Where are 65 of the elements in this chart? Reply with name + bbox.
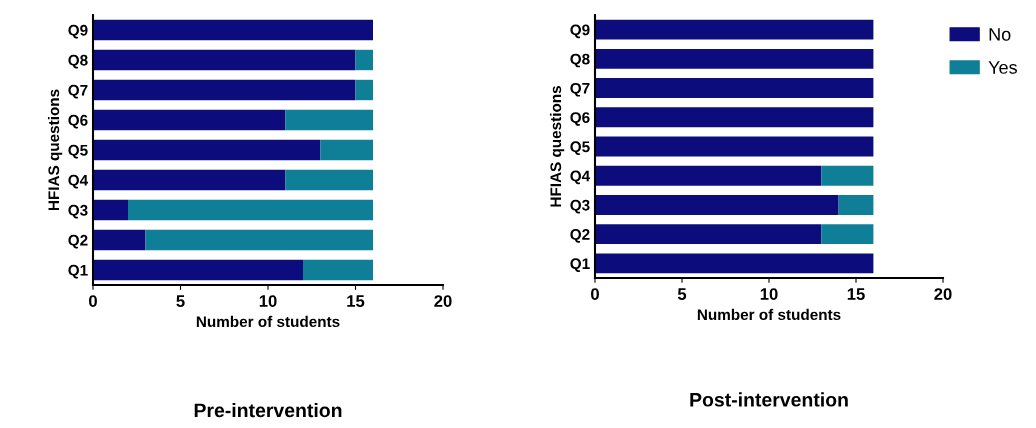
y-tick-label: Q9 <box>68 24 88 39</box>
y-tick-label: Q6 <box>68 114 88 129</box>
bar <box>595 107 874 128</box>
bar <box>595 48 874 69</box>
x-tick-label: 15 <box>347 295 365 307</box>
text: Post-intervention <box>690 392 848 407</box>
y-tick-label: Q6 <box>570 112 590 126</box>
y-tick-label: Q2 <box>68 234 88 249</box>
y-axis-title: HFIAS questions <box>47 89 63 211</box>
y-tick-label: Q9 <box>570 24 590 39</box>
x-axis-title: Number of students <box>697 308 841 321</box>
bar <box>93 259 303 281</box>
y-tick-label: Q8 <box>570 53 590 68</box>
bar <box>93 19 373 41</box>
bar <box>595 136 874 157</box>
bar <box>145 229 373 251</box>
bar <box>595 195 839 215</box>
legend-label: Yes <box>988 61 1017 74</box>
bar <box>595 78 874 98</box>
legend-label: No <box>989 28 1011 41</box>
y-tick-label: Q3 <box>570 199 590 214</box>
bar <box>93 79 356 101</box>
y-tick-label: Q3 <box>68 204 88 219</box>
bar <box>320 139 373 161</box>
y-tick-label: Q1 <box>570 258 590 272</box>
x-tick-label: 5 <box>176 295 185 307</box>
bar <box>93 229 146 251</box>
x-tick-label: 10 <box>259 295 277 307</box>
y-tick-label: Q7 <box>68 84 88 99</box>
bar <box>128 199 373 221</box>
x-tick-label: 0 <box>89 295 97 307</box>
bar <box>93 139 321 161</box>
x-tick-label: 20 <box>934 288 952 300</box>
y-tick-label: Q7 <box>570 82 590 97</box>
bar <box>355 79 373 101</box>
y-tick-label: Q2 <box>570 229 590 243</box>
bar <box>285 169 373 191</box>
bar <box>93 109 286 131</box>
bar <box>821 165 874 186</box>
y-tick-label: Q5 <box>68 144 88 159</box>
x-tick-label: 0 <box>591 288 599 300</box>
bar <box>285 109 373 131</box>
bar <box>595 19 874 40</box>
x-tick-label: 20 <box>434 295 452 307</box>
bar <box>595 253 874 274</box>
bar <box>93 49 356 71</box>
bar <box>821 224 874 245</box>
y-tick-label: Q4 <box>570 170 591 185</box>
bar <box>355 49 373 71</box>
bar <box>595 165 822 186</box>
bar <box>838 195 874 215</box>
bar <box>93 169 286 191</box>
x-tick-label: 15 <box>847 288 865 300</box>
bar <box>303 259 373 281</box>
y-tick-label: Q4 <box>68 174 89 189</box>
x-axis-title: Number of students <box>196 315 340 328</box>
x-tick-label: 10 <box>760 288 778 300</box>
y-tick-label: Q5 <box>570 141 590 156</box>
y-tick-label: Q1 <box>68 264 88 279</box>
y-tick-label: Q8 <box>68 54 88 69</box>
bar <box>93 199 128 221</box>
bar <box>595 224 822 245</box>
x-tick-label: 5 <box>677 288 687 300</box>
y-axis-title: HFIAS questions <box>549 86 565 207</box>
text: Pre-intervention <box>194 402 342 418</box>
